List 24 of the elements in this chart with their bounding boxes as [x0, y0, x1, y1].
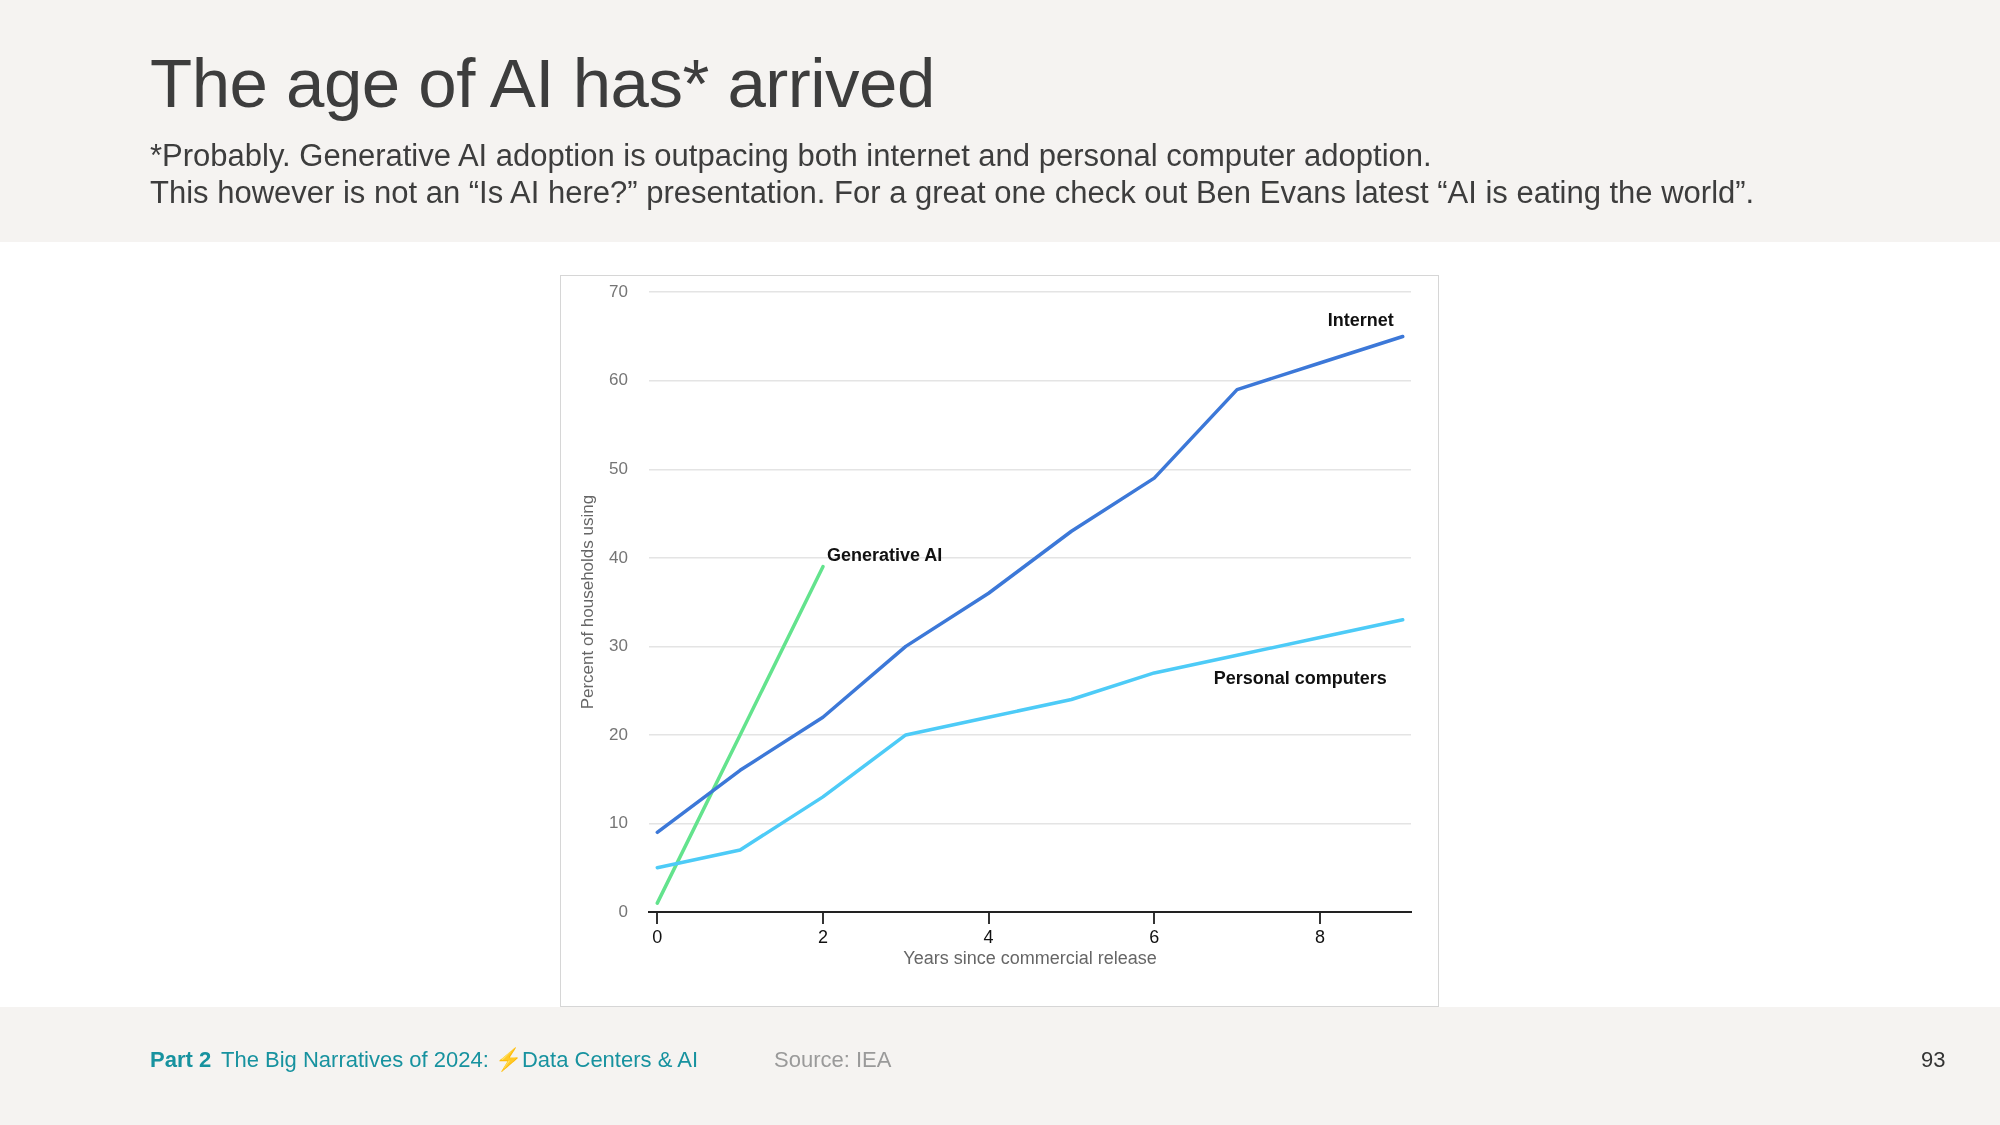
- source-note: Source: IEA: [774, 1047, 892, 1073]
- y-tick-label: 10: [609, 813, 628, 833]
- x-tick-label: 4: [983, 926, 994, 947]
- text: 93: [1921, 1047, 1946, 1073]
- chart-title: The age of AI has* arrived: [150, 44, 935, 123]
- x-tick-label: 8: [1314, 926, 1325, 947]
- y-tick-label: 60: [609, 370, 628, 390]
- x-tick-label: 2: [817, 926, 828, 947]
- y-tick-label: 0: [618, 901, 628, 921]
- series-label: Personal computers: [1213, 667, 1387, 688]
- x-axis-title: Years since commercial release: [903, 948, 1157, 969]
- text: Part 2: [150, 1047, 212, 1073]
- x-tick-label: 0: [652, 926, 663, 947]
- y-tick-label: 30: [609, 636, 628, 656]
- text: The Big Narratives of 2024: ⚡Data Centers & AI: [221, 1047, 699, 1073]
- x-tick-label: 6: [1149, 926, 1160, 947]
- series-label: Generative AI: [826, 544, 943, 565]
- y-tick-label: 40: [609, 547, 628, 567]
- y-axis-title: Percent of households using: [577, 494, 597, 710]
- y-tick-label: 20: [609, 724, 628, 744]
- y-tick-label: 50: [609, 458, 628, 478]
- chart-subtitle: *Probably. Generative AI adoption is outpacing both internet and personal computer adoption. This however is not an “Is AI here?” presentation. For a great one check out Ben Evans latest “AI is eating the world”.: [150, 137, 1755, 211]
- series-label: Internet: [1327, 310, 1394, 331]
- y-tick-label: 70: [609, 281, 628, 301]
